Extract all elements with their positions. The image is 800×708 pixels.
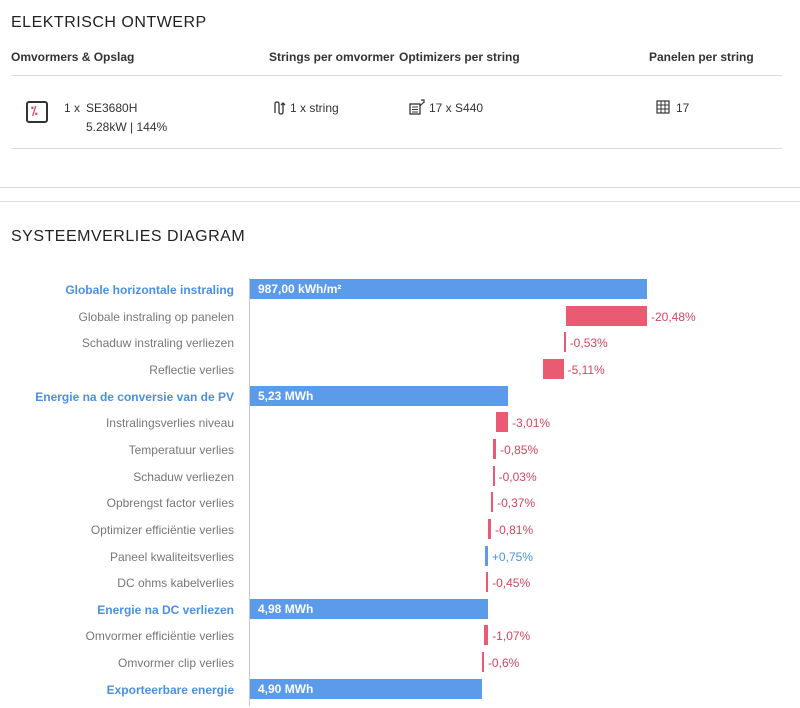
row-divider: [11, 148, 782, 149]
row-label: Paneel kwaliteitsverlies: [109, 549, 234, 564]
loss-bar: [483, 625, 489, 646]
column-header-panels: Panelen per string: [649, 50, 754, 64]
loss-bar: [496, 412, 509, 433]
loss-bar: [543, 358, 564, 379]
total-bar: [250, 598, 489, 619]
loss-bar: [492, 438, 497, 459]
loss-value-label: -0,81%: [495, 522, 534, 537]
loss-bar: [492, 465, 495, 486]
total-bar: [250, 279, 647, 299]
row-label: Instralingsverlies niveau: [105, 416, 234, 431]
row-label: Schaduw verliezen: [133, 469, 234, 484]
inverter-model: SE3680H: [86, 101, 138, 115]
loss-value-label: -0,85%: [500, 442, 539, 457]
row-label: DC ohms kabelverlies: [117, 576, 234, 591]
row-label: Omvormer efficiëntie verlies: [85, 629, 235, 644]
row-label: Globale instraling op panelen: [78, 309, 234, 324]
row-label: Schaduw instraling verliezen: [81, 336, 234, 351]
column-header-optimizers: Optimizers per string: [399, 50, 520, 64]
loss-bar: [487, 518, 492, 539]
panels-value: 17: [676, 101, 690, 115]
inverter-count: 1 x: [64, 101, 81, 115]
total-bar: [250, 385, 509, 406]
header-divider: [11, 75, 782, 76]
loss-value-label: -1,07%: [492, 629, 531, 644]
loss-bar: [565, 305, 647, 326]
loss-bar: [481, 652, 484, 673]
inverter-icon: ⁒: [26, 101, 48, 123]
optimizers-value: 17 x S440: [429, 101, 484, 115]
loss-bar: [491, 492, 494, 513]
gain-bar: [484, 545, 488, 566]
losses-section-title: SYSTEEMVERLIES DIAGRAM: [11, 228, 246, 245]
panel-grid-icon: [656, 100, 670, 114]
row-label: Exporteerbare energie: [106, 682, 234, 697]
row-label: Temperatuur verlies: [128, 442, 234, 457]
total-bar: [250, 678, 483, 699]
section-divider: [0, 187, 800, 188]
section-divider-2: [0, 201, 800, 202]
row-label: Energie na de conversie van de PV: [35, 389, 234, 404]
gain-value-label: +0,75%: [491, 549, 533, 564]
loss-value-label: -0,03%: [498, 469, 537, 484]
strings-value: 1 x string: [290, 101, 339, 115]
loss-value-label: -0,53%: [569, 336, 608, 351]
row-label: Reflectie verlies: [149, 362, 234, 377]
row-label: Omvormer clip verlies: [117, 656, 234, 671]
loss-bar: [563, 332, 566, 353]
loss-value-label: -0,45%: [492, 576, 531, 591]
string-icon: [274, 101, 286, 115]
total-value-label: 4,90 MWh: [258, 681, 314, 696]
column-header-inverters: Omvormers & Opslag: [11, 50, 135, 64]
optimizer-icon: [409, 99, 425, 115]
chart-axis-line: [249, 278, 250, 706]
row-label: Energie na DC verliezen: [97, 602, 234, 617]
loss-value-label: -5,11%: [567, 362, 605, 377]
loss-value-label: -0,6%: [487, 656, 520, 671]
total-value-label: 987,00 kWh/m²: [258, 282, 342, 296]
design-section-title: ELEKTRISCH ONTWERP: [11, 14, 207, 31]
loss-bar: [486, 572, 489, 593]
loss-value-label: -0,37%: [497, 496, 536, 511]
column-header-strings: Strings per omvormer: [269, 50, 395, 64]
row-label: Optimizer efficiëntie verlies: [90, 522, 234, 537]
loss-value-label: -20,48%: [651, 309, 696, 324]
loss-value-label: -3,01%: [512, 416, 551, 431]
total-value-label: 4,98 MWh: [258, 601, 314, 616]
total-value-label: 5,23 MWh: [258, 388, 314, 403]
row-label: Opbrengst factor verlies: [106, 496, 234, 511]
row-label: Globale horizontale instraling: [65, 283, 234, 297]
inverter-spec: 5.28kW | 144%: [86, 120, 168, 134]
